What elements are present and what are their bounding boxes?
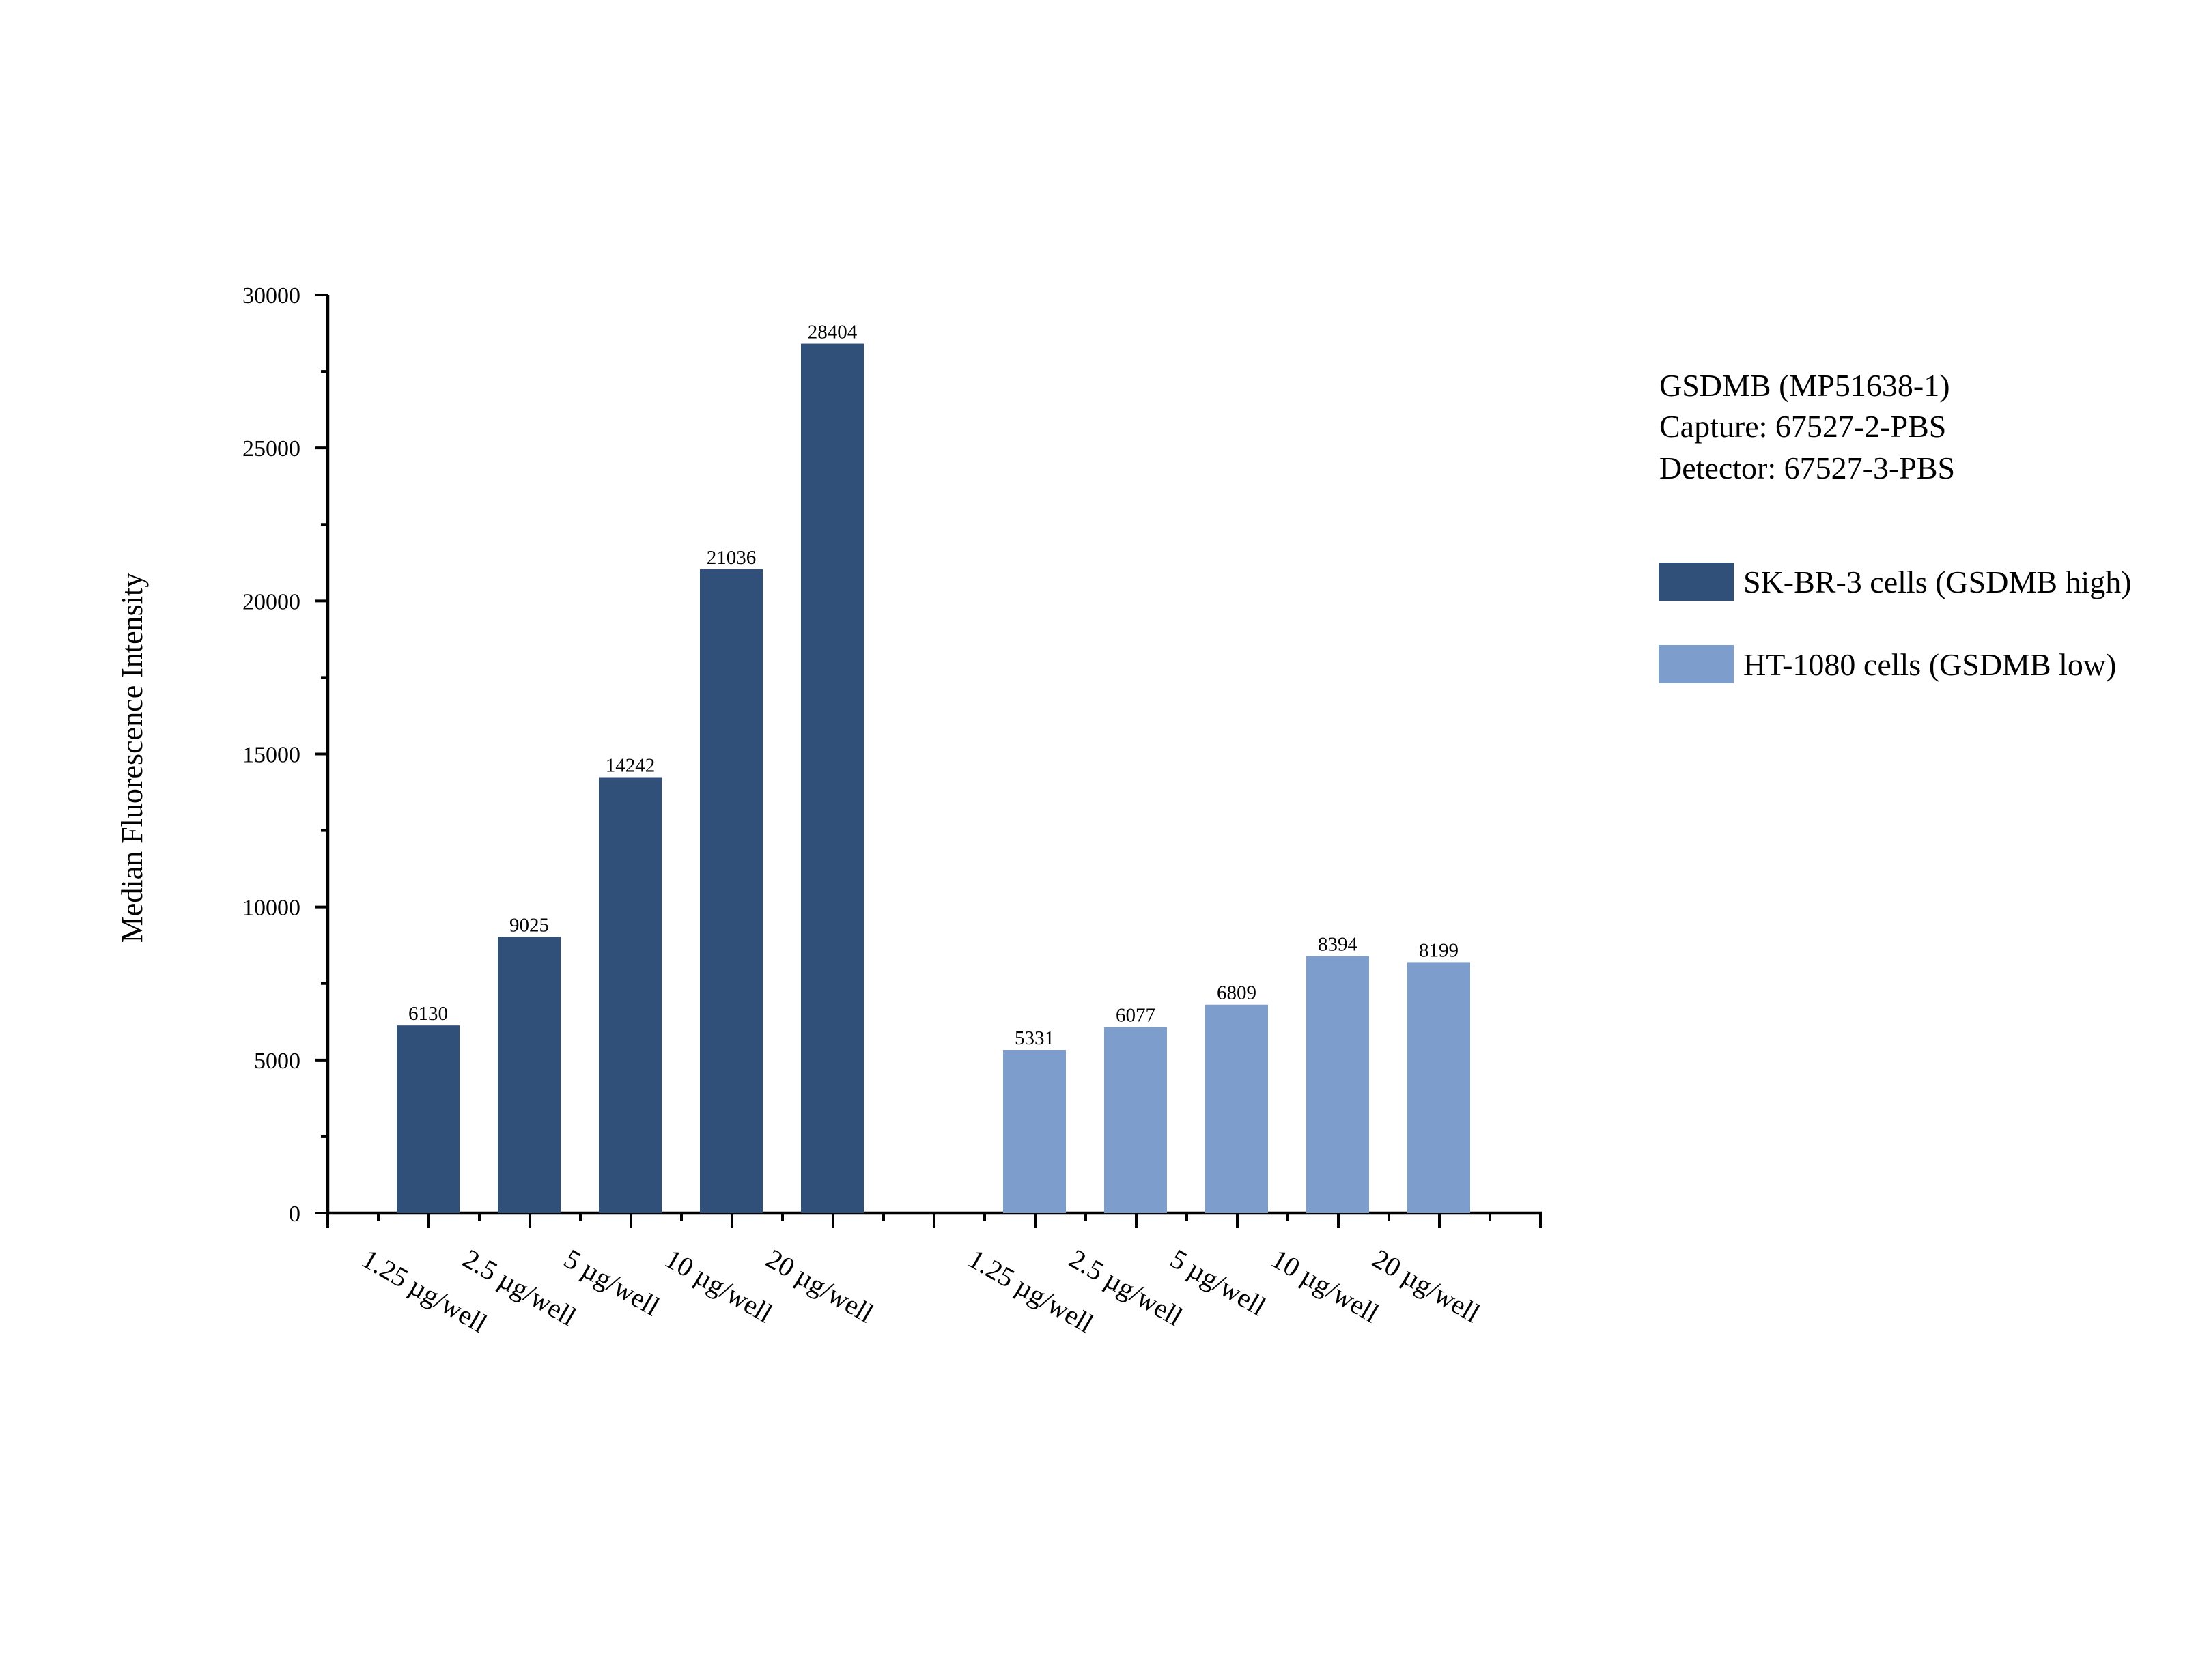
bar: [1407, 962, 1470, 1213]
bar: [1003, 1049, 1066, 1213]
legend-swatch-ht-1080: [1659, 645, 1734, 683]
x-category-label: 20 µg/well: [1368, 1243, 1485, 1328]
legend: SK-BR-3 cells (GSDMB high) HT-1080 cells…: [1659, 563, 2132, 683]
x-category-label: 10 µg/well: [1267, 1243, 1384, 1328]
y-tick-label: 15000: [242, 743, 300, 768]
bar: [1205, 1004, 1268, 1213]
y-tick-label: 30000: [242, 283, 300, 309]
bar: [700, 569, 763, 1213]
bar-value-label: 28404: [808, 322, 858, 343]
bar-value-label: 14242: [606, 754, 656, 776]
annotation-line-1: GSDMB (MP51638-1): [1659, 368, 1950, 403]
y-axis-title: Median Fluorescence Intensity: [115, 573, 149, 943]
legend-swatch-sk-br-3: [1659, 563, 1734, 601]
bar-value-label: 21036: [707, 547, 757, 569]
x-category-label: 10 µg/well: [660, 1243, 778, 1328]
legend-label-ht-1080: HT-1080 cells (GSDMB low): [1743, 647, 2116, 682]
y-tick-label: 20000: [242, 589, 300, 614]
bar: [498, 937, 561, 1213]
bar-value-label: 9025: [509, 914, 549, 936]
y-tick-label: 10000: [242, 896, 300, 921]
y-tick-label: 5000: [254, 1049, 300, 1074]
bar-value-label: 8394: [1318, 934, 1358, 956]
annotation-line-2: Capture: 67527-2-PBS: [1659, 409, 1946, 444]
bar: [1104, 1027, 1167, 1213]
bar-value-label: 6130: [408, 1003, 448, 1025]
bar-value-label: 6077: [1116, 1005, 1155, 1027]
bar: [397, 1025, 460, 1213]
x-axis: [326, 1211, 1542, 1228]
y-axis: 0 5000 10000 15000 20000 25000 30000: [242, 283, 330, 1227]
y-tick-label: 0: [289, 1201, 300, 1227]
legend-label-sk-br-3: SK-BR-3 cells (GSDMB high): [1743, 565, 2132, 599]
bar: [599, 777, 662, 1213]
bar: [801, 343, 864, 1214]
y-tick-label: 25000: [242, 436, 300, 461]
bar-value-label: 8199: [1419, 939, 1459, 961]
x-category-label: 20 µg/well: [761, 1243, 879, 1328]
bar: [1306, 956, 1369, 1213]
bar-value-label: 6809: [1217, 982, 1256, 1004]
bar-value-label: 5331: [1015, 1027, 1054, 1049]
bars: [397, 343, 1470, 1214]
chart-annotation: GSDMB (MP51638-1) Capture: 67527-2-PBS D…: [1659, 368, 1955, 485]
bar-value-labels: 6130 9025 14242 21036 28404 5331 6077 6809 8394 8…: [408, 322, 1459, 1049]
annotation-line-3: Detector: 67527-3-PBS: [1659, 451, 1955, 485]
